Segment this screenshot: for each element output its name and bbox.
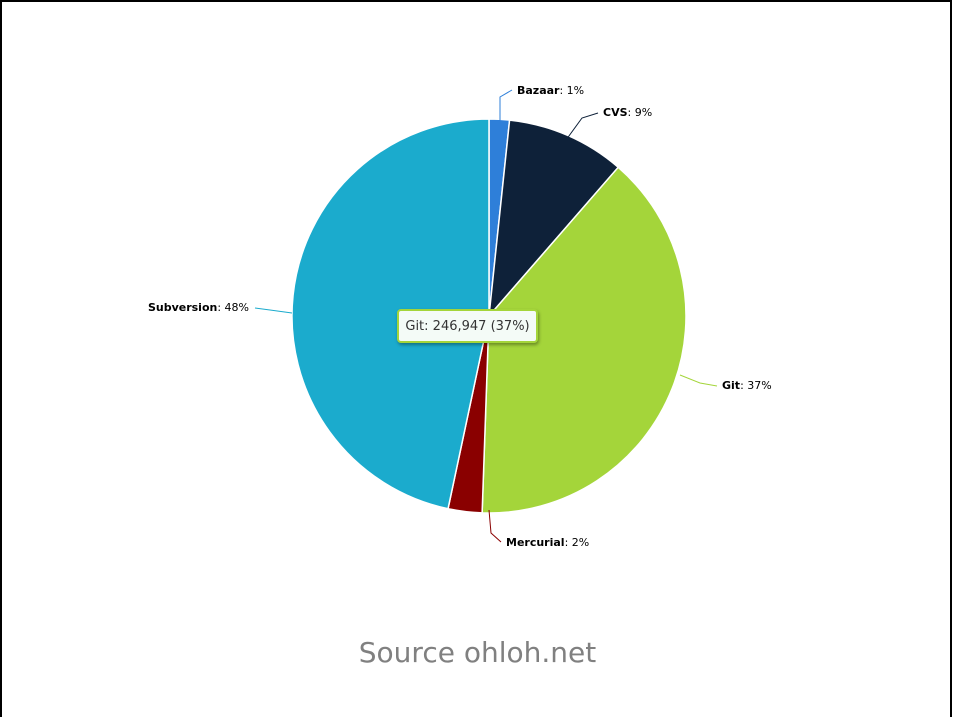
slice-label-value: : 9% [628,106,653,119]
slice-label-name: CVS [603,106,628,119]
source-caption: Source ohloh.net [358,636,597,669]
tooltip-name: Git [405,318,425,334]
pie-slice-subversion[interactable] [291,118,490,510]
label-connector-git [679,374,718,387]
slice-label-name: Mercurial [506,536,565,549]
chart-tooltip: Git : 246,947 (37%) [397,309,538,343]
pie-slice-cvs[interactable] [488,119,620,319]
slice-label-value: : 1% [559,84,584,97]
slice-label-value: : 48% [217,301,249,314]
slice-label-name: Subversion [148,301,217,314]
slice-label-subversion: Subversion: 48% [148,301,249,314]
label-connector-bazaar [499,89,513,121]
slice-label-value: : 2% [565,536,590,549]
slice-label-name: Git [722,379,740,392]
slice-label-name: Bazaar [517,84,560,97]
pie-slice-git[interactable] [481,166,687,514]
label-connector-mercurial [488,509,502,543]
slice-label-value: : 37% [740,379,772,392]
slice-label-bazaar: Bazaar: 1% [517,84,584,97]
slice-label-mercurial: Mercurial: 2% [506,536,589,549]
slice-label-cvs: CVS: 9% [603,106,652,119]
tooltip-value: : 246,947 (37%) [424,318,530,334]
label-connector-subversion [254,307,293,314]
slice-label-git: Git: 37% [722,379,772,392]
label-connector-cvs [565,112,599,141]
